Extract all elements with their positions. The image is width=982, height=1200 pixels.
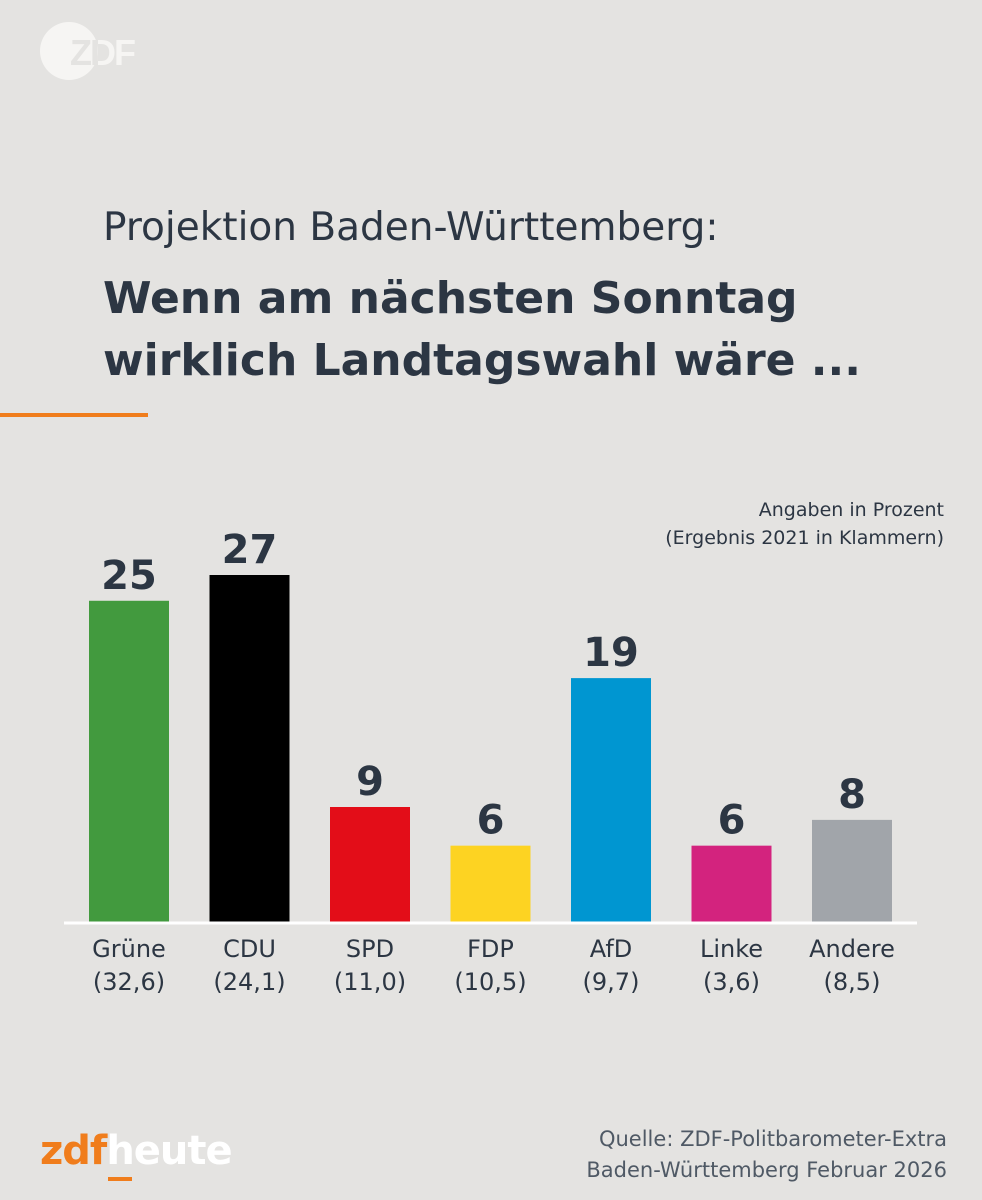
category-label-cdu: CDU bbox=[223, 935, 276, 963]
bar-andere bbox=[812, 819, 892, 923]
previous-result-label-gruene: (32,6) bbox=[93, 968, 165, 996]
value-label-afd: 19 bbox=[583, 630, 639, 676]
value-label-spd: 9 bbox=[356, 759, 384, 805]
previous-result-label-fdp: (10,5) bbox=[454, 968, 526, 996]
source-note: Quelle: ZDF-Politbarometer-Extra Baden-W… bbox=[586, 1124, 947, 1186]
previous-result-label-linke: (3,6) bbox=[703, 968, 760, 996]
zdf-logo: ZDF ZDF bbox=[40, 22, 140, 82]
zdf-logo-circle-icon bbox=[40, 22, 98, 80]
category-label-linke: Linke bbox=[700, 935, 763, 963]
value-label-linke: 6 bbox=[718, 798, 746, 844]
zdfheute-brand-logo: zdfheute bbox=[40, 1128, 233, 1174]
bar-linke bbox=[691, 845, 772, 923]
bar-spd bbox=[330, 807, 410, 923]
previous-result-label-spd: (11,0) bbox=[334, 968, 406, 996]
chart-subtitle: Projektion Baden-Württemberg: bbox=[103, 205, 719, 250]
source-line-1: Quelle: ZDF-Politbarometer-Extra bbox=[598, 1127, 947, 1151]
previous-result-label-andere: (8,5) bbox=[824, 968, 881, 996]
category-label-gruene: Grüne bbox=[92, 935, 166, 963]
previous-result-label-cdu: (24,1) bbox=[213, 968, 285, 996]
bar-afd bbox=[571, 678, 651, 923]
unit-note-line-2: (Ergebnis 2021 in Klammern) bbox=[665, 527, 944, 549]
category-label-andere: Andere bbox=[809, 935, 895, 963]
bar-cdu bbox=[209, 575, 290, 923]
zdf-logo-text: ZDF bbox=[70, 32, 136, 73]
value-label-gruene: 25 bbox=[101, 553, 157, 599]
category-label-afd: AfD bbox=[590, 935, 633, 963]
unit-note-line-1: Angaben in Prozent bbox=[758, 499, 944, 521]
accent-divider bbox=[0, 413, 148, 417]
chart-title-line-2: wirklich Landtagswahl wäre ... bbox=[103, 335, 861, 386]
bar-fdp bbox=[450, 845, 531, 923]
category-label-fdp: FDP bbox=[467, 935, 514, 963]
unit-note: Angaben in Prozent (Ergebnis 2021 in Kla… bbox=[665, 496, 944, 552]
category-label-spd: SPD bbox=[346, 935, 394, 963]
chart-title-line-1: Wenn am nächsten Sonntag bbox=[103, 273, 798, 324]
value-label-cdu: 27 bbox=[222, 527, 278, 573]
source-line-2: Baden-Württemberg Februar 2026 bbox=[586, 1158, 947, 1182]
value-label-andere: 8 bbox=[838, 772, 866, 818]
previous-result-label-afd: (9,7) bbox=[583, 968, 640, 996]
brand-part-heute: heute bbox=[106, 1128, 232, 1174]
zdf-logo-text-overlap: ZDF bbox=[70, 32, 98, 73]
chart-title: Wenn am nächsten Sonntag wirklich Landta… bbox=[103, 268, 963, 392]
bar-gruene bbox=[89, 600, 169, 923]
value-label-fdp: 6 bbox=[477, 798, 505, 844]
brand-part-zdf: zdf bbox=[40, 1128, 107, 1174]
